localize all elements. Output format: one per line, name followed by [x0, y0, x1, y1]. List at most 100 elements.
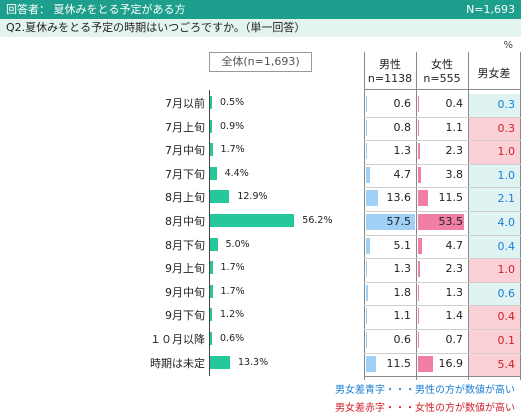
- value-label: 12.9%: [237, 191, 268, 203]
- question-text: Q2.夏休みをとる予定の時期はいつごろですか。（単一回答）: [6, 21, 306, 34]
- table-column-line: [364, 52, 365, 380]
- female-bar: [418, 332, 419, 348]
- diff-value: 0.1: [469, 330, 520, 353]
- table-bottom-line: [364, 376, 521, 378]
- value-label: 1.7%: [220, 262, 245, 274]
- table-row-line: [364, 305, 521, 307]
- female-value: 4.7: [445, 238, 464, 252]
- diff-value: 0.4: [469, 306, 520, 329]
- category-label: 8月中旬: [165, 215, 205, 228]
- male-value: 13.6: [386, 191, 412, 205]
- value-bar: [210, 332, 212, 345]
- female-value: 2.3: [445, 262, 464, 276]
- chart-axis: [209, 90, 210, 376]
- value-bar: [210, 308, 212, 322]
- value-bar: [210, 190, 230, 204]
- male-value: 0.6: [393, 97, 412, 110]
- diff-header: 男女差: [477, 67, 511, 80]
- category-label: 8月下旬: [165, 238, 205, 252]
- female-bar: [418, 237, 423, 254]
- male-bar: [366, 261, 368, 278]
- male-header: 男性: [379, 58, 401, 71]
- total-n: N=1,693: [466, 3, 515, 16]
- male-value: 57.5: [386, 215, 412, 228]
- category-label: 9月下旬: [165, 309, 205, 323]
- female-bar: [418, 143, 420, 160]
- total-label-box: 全体(n=1,693): [209, 52, 312, 72]
- female-value: 53.5: [438, 215, 464, 228]
- table-row-line: [364, 352, 521, 354]
- diff-value: 1.0: [469, 164, 520, 188]
- male-value: 0.6: [393, 333, 412, 346]
- respondent-label: 回答者： 夏休みをとる予定がある方: [6, 3, 186, 16]
- male-bar: [366, 96, 367, 112]
- male-bar: [366, 166, 371, 183]
- value-bar: [210, 237, 218, 251]
- female-value: 0.7: [445, 333, 464, 346]
- female-bar: [418, 119, 419, 136]
- female-bar: [418, 355, 433, 372]
- value-bar: [210, 284, 213, 298]
- question-bar: Q2.夏休みをとる予定の時期はいつごろですか。（単一回答）: [0, 19, 521, 37]
- male-value: 1.1: [393, 309, 412, 323]
- male-bar: [366, 237, 371, 254]
- category-label: １０月以降: [150, 333, 205, 346]
- table-row-line: [364, 234, 521, 236]
- value-label: 56.2%: [302, 215, 333, 226]
- male-bar: [366, 308, 367, 325]
- male-n: n=1138: [367, 72, 413, 85]
- male-value: 11.5: [386, 356, 412, 370]
- value-label: 0.6%: [220, 333, 245, 344]
- diff-value: 0.4: [469, 235, 520, 259]
- value-bar: [210, 119, 212, 133]
- legend-blue: 男女差青字・・・男性の方が数値が高い: [335, 385, 515, 396]
- table-column-line: [416, 52, 417, 380]
- diff-value: 5.4: [469, 353, 520, 377]
- female-bar: [418, 190, 428, 207]
- male-value: 1.8: [393, 285, 412, 299]
- male-value: 1.3: [393, 144, 412, 158]
- table-row-line: [364, 140, 521, 142]
- table-row-line: [364, 116, 521, 118]
- male-bar: [366, 143, 368, 160]
- female-bar: [418, 261, 420, 278]
- female-value: 1.4: [445, 309, 464, 323]
- table-row-line: [364, 258, 521, 260]
- value-label: 0.5%: [220, 97, 245, 108]
- female-bar: [418, 166, 422, 183]
- male-value: 5.1: [393, 238, 412, 252]
- male-bar: [366, 284, 368, 301]
- female-bar: [418, 96, 419, 112]
- female-value: 16.9: [438, 356, 464, 370]
- table-row-line: [364, 163, 521, 165]
- diff-value: 1.0: [469, 141, 520, 164]
- table-row-line: [364, 187, 521, 189]
- male-bar: [366, 190, 378, 207]
- diff-value: 0.3: [469, 94, 520, 117]
- female-value: 3.8: [445, 167, 464, 181]
- value-bar: [210, 214, 295, 227]
- table-column-line: [468, 52, 469, 380]
- female-value: 11.5: [438, 191, 464, 205]
- female-header: 女性: [431, 58, 453, 71]
- category-label: 9月上旬: [165, 262, 205, 276]
- category-label: 7月中旬: [165, 144, 205, 158]
- legend-red: 男女差赤字・・・女性の方が数値が高い: [335, 403, 515, 414]
- diff-value: 4.0: [469, 212, 520, 235]
- value-label: 5.0%: [225, 238, 250, 250]
- table-row-line: [364, 211, 521, 212]
- category-label: 時期は未定: [150, 356, 205, 370]
- value-bar: [210, 96, 212, 109]
- value-label: 0.9%: [220, 120, 245, 132]
- male-value: 1.3: [393, 262, 412, 276]
- value-label: 13.3%: [237, 356, 269, 368]
- category-label: 8月上旬: [165, 191, 205, 205]
- female-value: 1.3: [445, 285, 464, 299]
- value-bar: [210, 355, 230, 369]
- male-bar: [366, 214, 416, 230]
- value-label: 1.7%: [220, 285, 245, 297]
- unit-label: %: [503, 40, 513, 51]
- diff-value: 2.1: [469, 188, 520, 211]
- female-n: n=555: [423, 72, 461, 85]
- value-label: 4.4%: [224, 167, 249, 179]
